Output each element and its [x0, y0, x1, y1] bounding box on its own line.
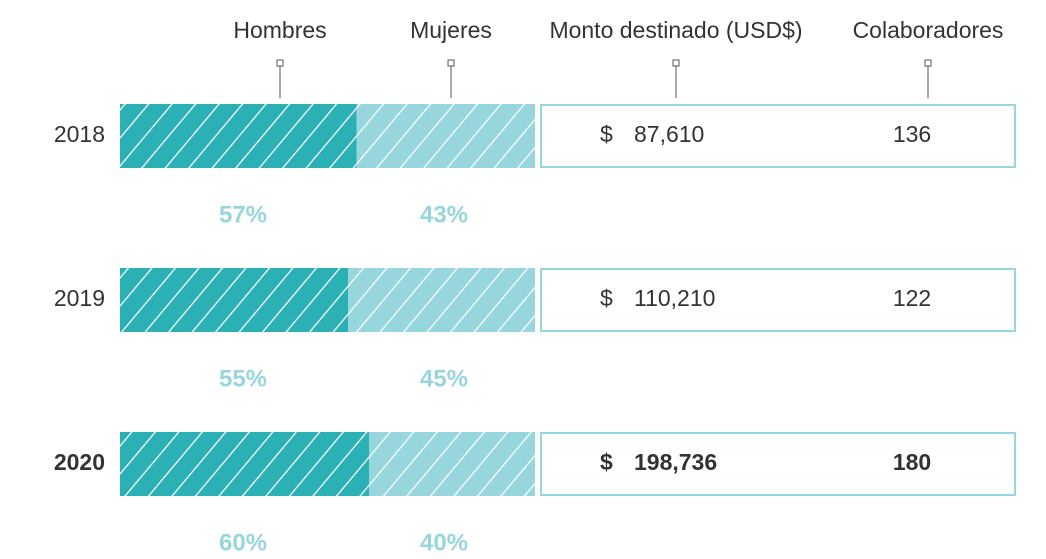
colaboradores-value: 122: [893, 285, 931, 311]
bar-segment: [120, 104, 357, 168]
monto-value: 198,736: [634, 449, 717, 475]
bar-segment: [120, 268, 349, 332]
column-header: Monto destinado (USD$): [549, 17, 802, 43]
table-row-box: [540, 104, 1016, 168]
data-label: 45%: [420, 365, 468, 392]
category-label: 2019: [54, 285, 105, 311]
data-label: 57%: [219, 201, 267, 228]
category-label: 2020: [54, 449, 105, 475]
header-pointer-head: [924, 59, 932, 67]
data-label: 55%: [219, 365, 267, 392]
column-header: Colaboradores: [853, 17, 1004, 43]
data-label: 43%: [420, 201, 468, 228]
data-label: 60%: [219, 529, 267, 556]
monto-value: 110,210: [634, 285, 715, 311]
legend-label: Mujeres: [410, 17, 492, 43]
colaboradores-value: 180: [893, 449, 931, 475]
bar-segment: [348, 268, 535, 332]
colaboradores-value: 136: [893, 121, 931, 147]
category-label: 2018: [54, 121, 105, 147]
legend-label: Hombres: [233, 17, 326, 43]
currency-prefix: $: [600, 449, 613, 475]
monto-value: 87,610: [634, 121, 704, 147]
currency-prefix: $: [600, 285, 613, 311]
header-pointer-head: [672, 59, 680, 67]
table-row-box: [540, 432, 1016, 496]
bar-segment: [369, 432, 535, 496]
table-row-box: [540, 268, 1016, 332]
currency-prefix: $: [600, 121, 613, 147]
bar-segment: [120, 432, 369, 496]
data-label: 40%: [420, 529, 468, 556]
bar-segment: [356, 104, 535, 168]
header-pointer-head: [447, 59, 455, 67]
header-pointer-head: [276, 59, 284, 67]
